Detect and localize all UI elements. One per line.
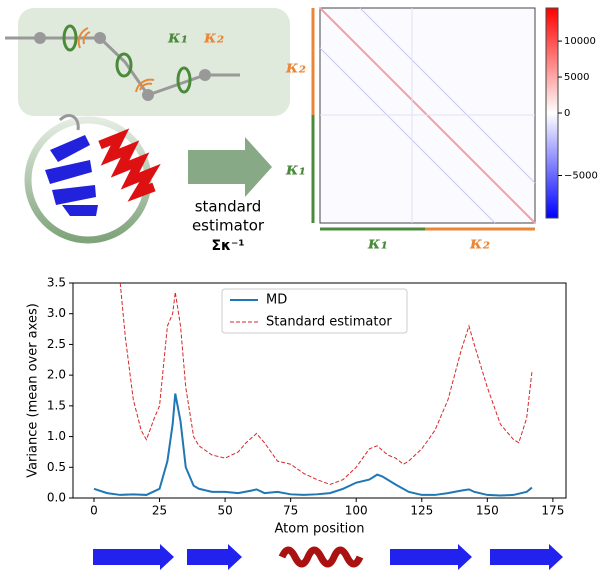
strand: [45, 160, 92, 184]
loop: [58, 114, 80, 131]
colorbar-label: 10000: [564, 36, 596, 47]
plot-lines: [93, 283, 533, 497]
strand-ribbon: [187, 544, 242, 570]
x-axis-label: Atom position: [274, 522, 364, 537]
torsion: [62, 24, 78, 52]
series-line: [93, 393, 533, 497]
strand: [50, 135, 90, 162]
legend: [221, 288, 408, 334]
legend-label: Standard estimator: [266, 315, 392, 330]
atom: [199, 69, 211, 81]
colorbar-label: 5000: [564, 72, 589, 83]
x-tick-label: 0: [90, 504, 98, 518]
helix-ribbon: [278, 546, 364, 568]
helix: [98, 128, 161, 202]
y-tick-label: 3.5: [47, 276, 66, 290]
legend-label: MD: [266, 293, 287, 308]
strand-ribbon: [490, 544, 563, 570]
atom: [34, 32, 46, 44]
y-axis-label: Variance (mean over axes): [26, 303, 41, 478]
y-tick-label: 0.5: [47, 460, 66, 474]
kappa2: κ₂: [203, 28, 224, 48]
torsion: [176, 66, 192, 94]
colorbar-label: −5000: [564, 171, 598, 182]
x-tick-label: 25: [152, 504, 167, 518]
angle: [77, 27, 91, 49]
row-label: κ₁: [285, 160, 306, 180]
y-tick-label: 1.0: [47, 429, 66, 443]
pattern: [359, 7, 536, 184]
angle: [135, 78, 155, 93]
strand-ribbon: [93, 544, 174, 570]
col-label: κ₂: [469, 234, 490, 254]
y-tick-label: 0.0: [47, 491, 66, 505]
x-tick-label: 175: [541, 504, 564, 518]
col-label: κ₁: [367, 234, 388, 254]
panel: [18, 8, 290, 116]
arrow-text: estimator: [192, 217, 265, 235]
atom: [142, 89, 154, 101]
x-tick-label: 100: [345, 504, 368, 518]
plot-area: [72, 282, 567, 499]
y-tick-label: 2.5: [47, 337, 66, 351]
y-tick-label: 1.5: [47, 398, 66, 412]
y-tick-label: 3.0: [47, 306, 66, 320]
arrow: [188, 137, 272, 197]
series-line: [119, 283, 533, 486]
x-tick-label: 50: [217, 504, 232, 518]
colorbar-label: 0: [564, 108, 570, 119]
arrow-symbol: Σκ⁻¹: [211, 238, 244, 254]
x-tick-label: 150: [476, 504, 499, 518]
colorbar: [545, 7, 559, 219]
strand: [52, 185, 96, 205]
kappa1: κ₁: [167, 28, 188, 48]
atom: [94, 32, 106, 44]
torsion: [115, 52, 133, 78]
row-label: κ₂: [285, 58, 306, 78]
pattern: [319, 47, 496, 224]
strand-ribbon: [390, 544, 472, 570]
y-tick-label: 2.0: [47, 368, 66, 382]
strand: [62, 205, 98, 216]
x-tick-label: 125: [410, 504, 433, 518]
x-tick-label: 75: [283, 504, 298, 518]
arrow-text: standard: [195, 198, 262, 216]
